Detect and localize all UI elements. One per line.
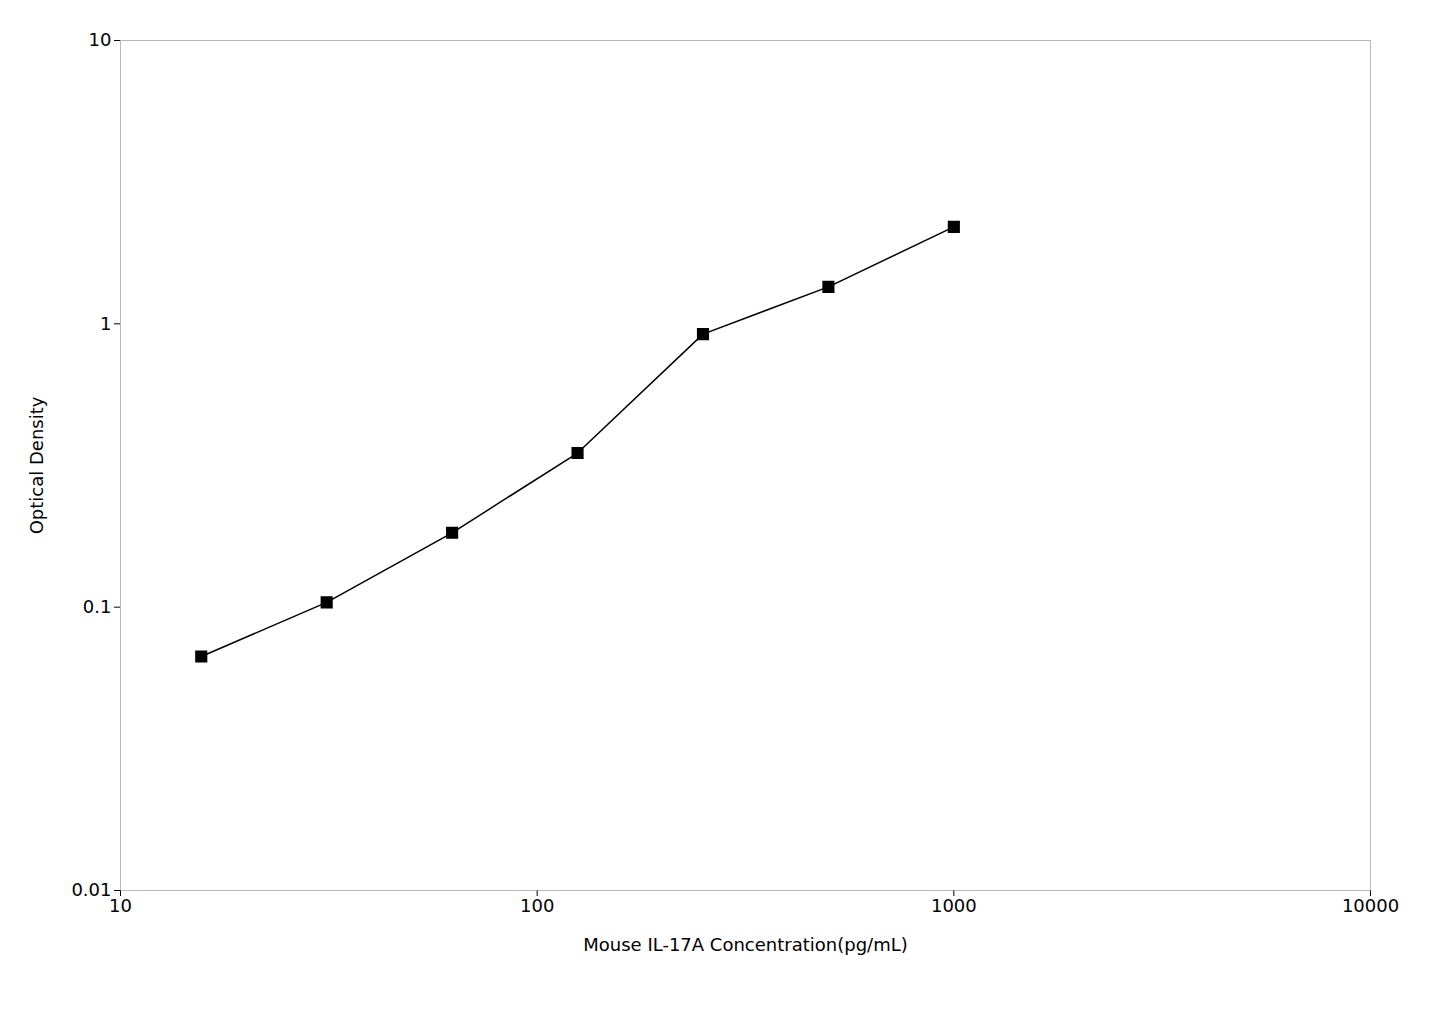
svg-text:1: 1 bbox=[100, 313, 111, 334]
svg-text:10: 10 bbox=[109, 895, 132, 916]
svg-text:100: 100 bbox=[520, 895, 554, 916]
svg-text:Optical Density: Optical Density bbox=[26, 396, 47, 534]
svg-text:0.1: 0.1 bbox=[83, 596, 112, 617]
svg-text:1000: 1000 bbox=[931, 895, 977, 916]
svg-text:10: 10 bbox=[89, 29, 112, 50]
svg-text:0.01: 0.01 bbox=[71, 879, 111, 900]
svg-text:10000: 10000 bbox=[1342, 895, 1399, 916]
svg-text:Mouse IL-17A Concentration(pg/: Mouse IL-17A Concentration(pg/mL) bbox=[583, 934, 907, 955]
